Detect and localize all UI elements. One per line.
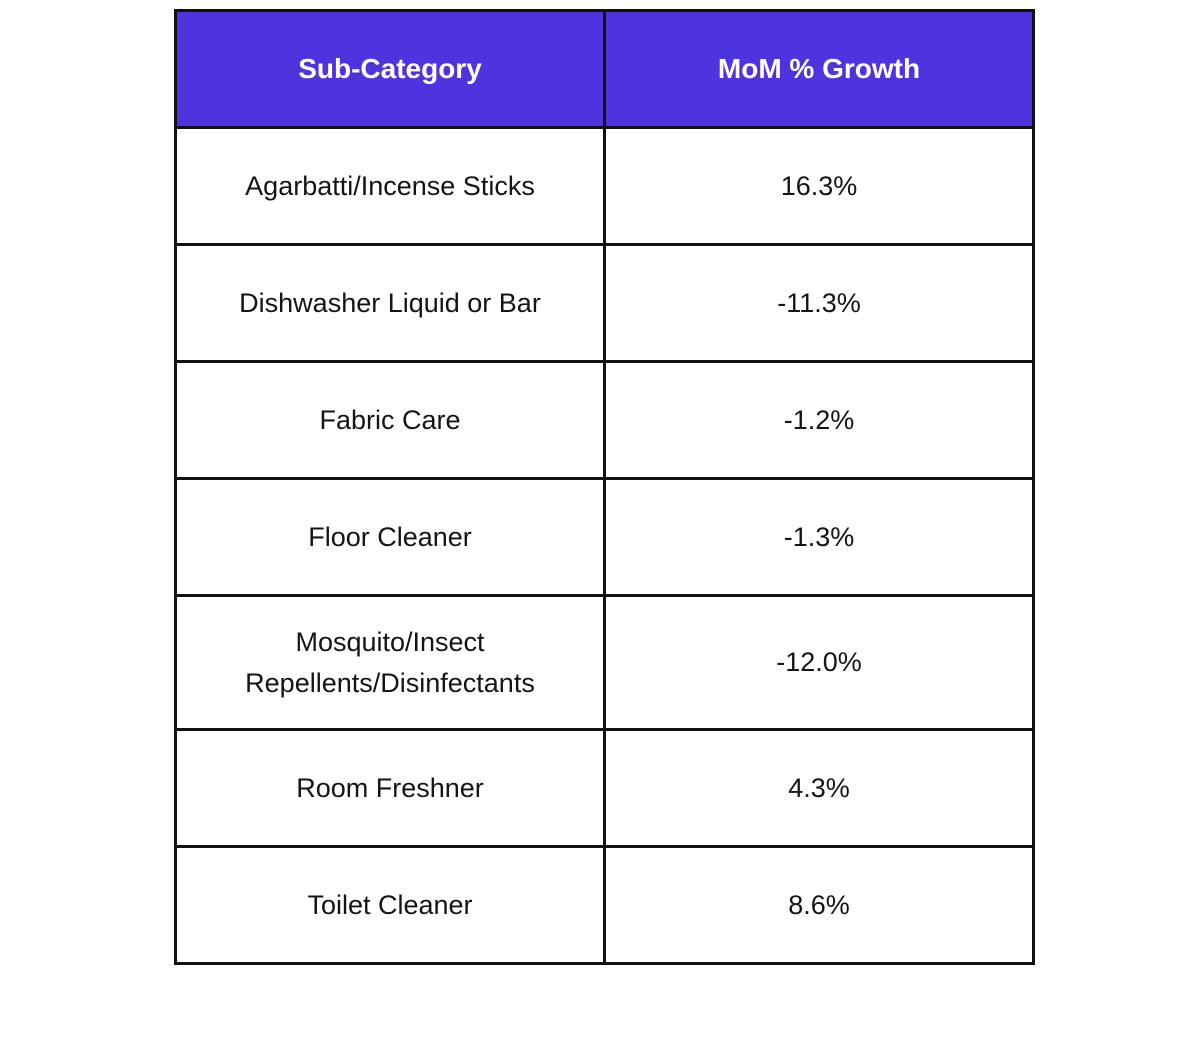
table-row: Dishwasher Liquid or Bar -11.3% xyxy=(174,243,1035,363)
growth-cell: -12.0% xyxy=(603,594,1035,731)
sub-category-cell: Floor Cleaner xyxy=(174,477,606,597)
sub-category-cell: Toilet Cleaner xyxy=(174,845,606,965)
growth-cell: 4.3% xyxy=(603,728,1035,848)
growth-table-container: Sub-Category MoM % Growth Agarbatti/Ince… xyxy=(174,9,1035,965)
table-row: Agarbatti/Incense Sticks 16.3% xyxy=(174,126,1035,246)
sub-category-cell: Mosquito/Insect Repellents/Disinfectants xyxy=(174,594,606,731)
sub-category-cell: Fabric Care xyxy=(174,360,606,480)
header-row: Sub-Category MoM % Growth xyxy=(174,9,1035,129)
sub-category-cell: Agarbatti/Incense Sticks xyxy=(174,126,606,246)
table-row: Toilet Cleaner 8.6% xyxy=(174,845,1035,965)
sub-category-cell: Dishwasher Liquid or Bar xyxy=(174,243,606,363)
column-header-mom-growth: MoM % Growth xyxy=(603,9,1035,129)
growth-cell: -1.2% xyxy=(603,360,1035,480)
growth-cell: -1.3% xyxy=(603,477,1035,597)
growth-cell: -11.3% xyxy=(603,243,1035,363)
growth-cell: 16.3% xyxy=(603,126,1035,246)
growth-cell: 8.6% xyxy=(603,845,1035,965)
table-row: Floor Cleaner -1.3% xyxy=(174,477,1035,597)
sub-category-cell: Room Freshner xyxy=(174,728,606,848)
table-row: Room Freshner 4.3% xyxy=(174,728,1035,848)
table-row: Fabric Care -1.2% xyxy=(174,360,1035,480)
table-row: Mosquito/Insect Repellents/Disinfectants… xyxy=(174,594,1035,731)
growth-table: Sub-Category MoM % Growth Agarbatti/Ince… xyxy=(174,9,1035,965)
column-header-sub-category: Sub-Category xyxy=(174,9,606,129)
